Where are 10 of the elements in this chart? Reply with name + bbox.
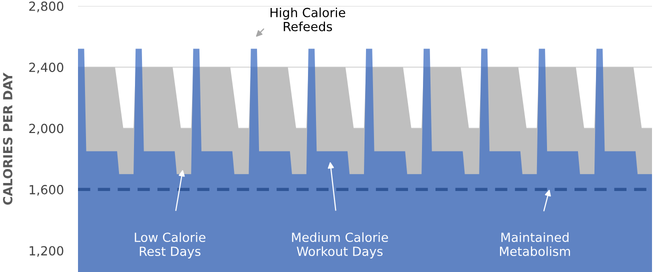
annotation: Low Calorie Rest Days bbox=[134, 232, 206, 258]
y-axis-title: CALORIES PER DAY bbox=[2, 72, 12, 205]
annotation: High Calorie Refeeds bbox=[270, 8, 346, 32]
y-tick-label: 2,800 bbox=[29, 1, 64, 12]
annotation: Medium Calorie Workout Days bbox=[292, 232, 388, 258]
y-tick-label: 1,200 bbox=[30, 246, 64, 257]
annotation: Maintained Metabolism bbox=[500, 232, 570, 256]
y-tick-label: 2,400 bbox=[29, 62, 64, 74]
y-tick-label: 2,000 bbox=[29, 124, 64, 134]
y-tick-label: 1,600 bbox=[30, 184, 64, 196]
